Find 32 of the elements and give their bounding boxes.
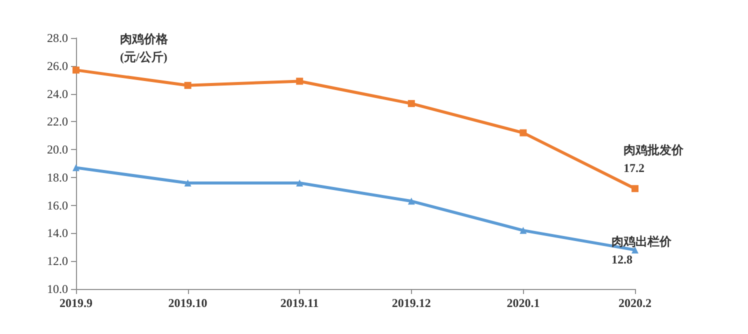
point bbox=[632, 185, 638, 192]
data-label: 17.2 bbox=[624, 161, 644, 176]
point bbox=[520, 129, 527, 136]
point bbox=[184, 180, 192, 187]
x-tick-label: 2019.10 bbox=[168, 296, 208, 310]
x-tick-label: 2019.11 bbox=[280, 296, 319, 310]
series-label: 肉鸡出栏价 bbox=[612, 234, 672, 248]
x-tick-label: 2019.12 bbox=[392, 296, 431, 310]
point bbox=[296, 78, 304, 85]
point bbox=[408, 100, 415, 108]
y-tick-label: 28.0 bbox=[47, 31, 68, 45]
y-tick-label: 22.0 bbox=[47, 114, 68, 129]
x-tick-label: 2020.2 bbox=[618, 296, 652, 310]
series-label: 肉鸡批发价 bbox=[624, 143, 684, 158]
point bbox=[72, 164, 80, 172]
point bbox=[296, 180, 304, 187]
y-tick-label: 24.0 bbox=[47, 86, 68, 101]
point bbox=[72, 66, 80, 74]
point bbox=[184, 82, 192, 89]
y-tick-label: 12.0 bbox=[47, 254, 68, 268]
y-tick-label: 14.0 bbox=[47, 226, 68, 240]
x-tick-label: 2019.9 bbox=[60, 296, 92, 310]
y-tick-label: 20.0 bbox=[47, 142, 68, 157]
point bbox=[408, 198, 415, 205]
data-label: 12.8 bbox=[612, 252, 632, 266]
y-tick-label: 10.0 bbox=[47, 282, 68, 296]
x-tick-label: 2020.1 bbox=[506, 296, 540, 310]
y-axis-title: 肉鸡价格 (元/公斤) bbox=[120, 32, 169, 64]
y-tick-label: 18.0 bbox=[47, 170, 68, 184]
y-tick-label: 16.0 bbox=[47, 198, 68, 212]
y-tick-label: 26.0 bbox=[47, 58, 68, 73]
point bbox=[520, 226, 527, 234]
